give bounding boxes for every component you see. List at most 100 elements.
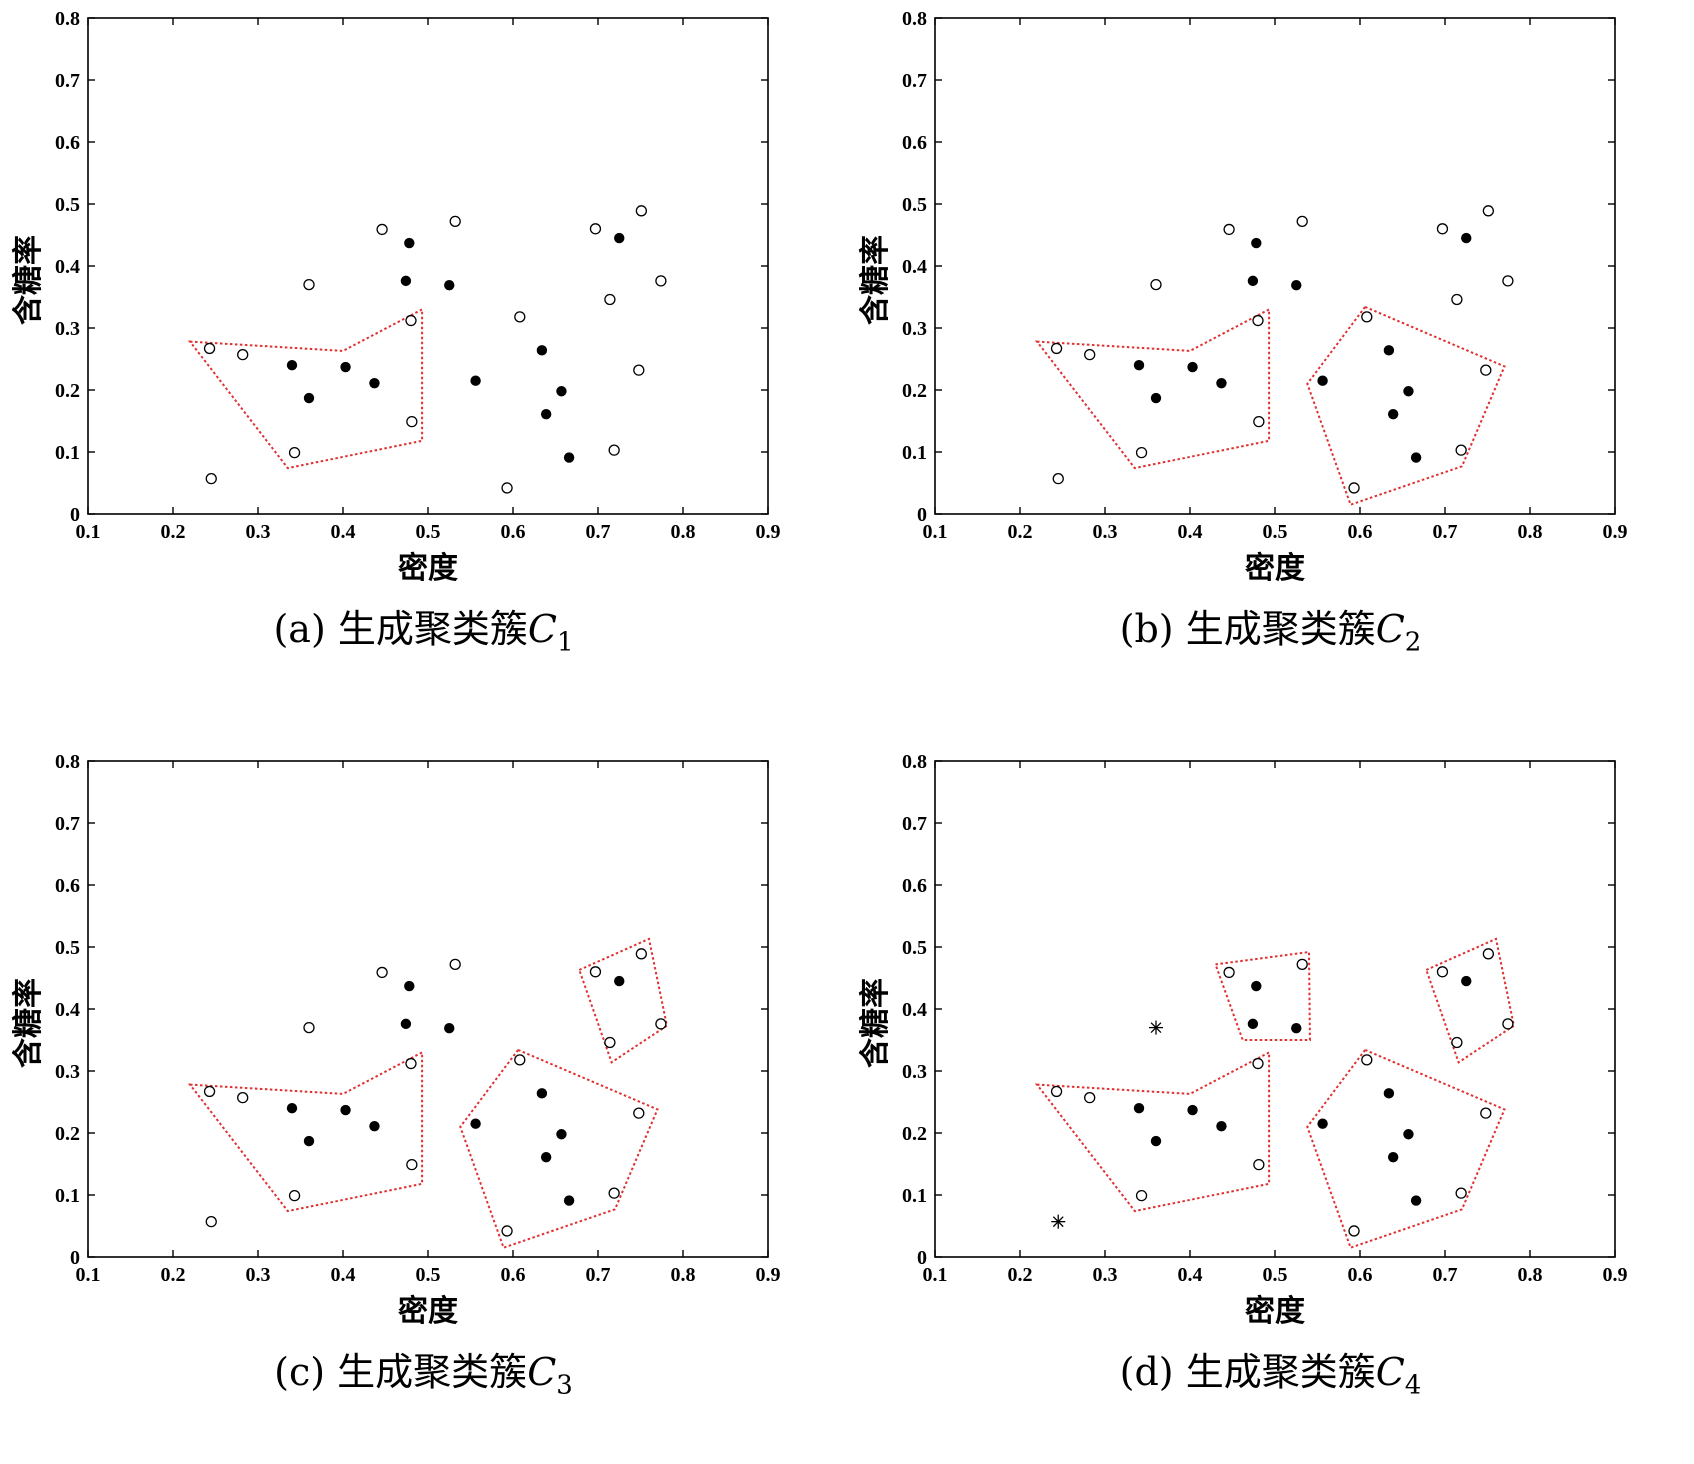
hollow-point — [303, 1021, 315, 1034]
filled-point — [1461, 975, 1472, 987]
hollow-point — [501, 1225, 513, 1237]
filled-point — [1403, 386, 1414, 397]
hollow-point — [405, 314, 417, 327]
hollow-point — [1050, 342, 1063, 355]
hollow-point — [203, 342, 216, 355]
hollow-point — [288, 1189, 301, 1202]
noise-star-point — [1051, 1214, 1066, 1229]
hollow-point — [288, 446, 301, 459]
y-tick-label: 0.6 — [902, 875, 927, 897]
chart-panel: 0.1 0.2 0.3 0.4 0.5 0.6 0.7 0.8 0.9 0 0.1 0.2 0.3 0.4… — [847, 743, 1694, 1464]
hollow-point — [604, 1036, 616, 1049]
noise-star-point — [1149, 1020, 1163, 1035]
x-tick-label: 0.9 — [1603, 1264, 1628, 1286]
y-tick-label: 0.2 — [902, 1123, 927, 1145]
filled-point — [1247, 1018, 1259, 1030]
filled-point — [1291, 280, 1302, 291]
cluster-hull — [187, 307, 424, 470]
x-tick-label: 0.1 — [923, 1264, 948, 1286]
y-tick-label: 0.6 — [55, 875, 80, 897]
filled-point — [470, 1118, 481, 1129]
x-tick-label: 0.2 — [161, 1264, 186, 1286]
hollow-point — [1436, 223, 1449, 235]
hollow-point — [1052, 473, 1064, 485]
hollow-point — [1084, 349, 1096, 361]
y-tick-label: 0.7 — [55, 70, 80, 92]
filled-point — [404, 980, 415, 992]
x-tick-label: 0.2 — [1008, 1264, 1033, 1286]
filled-point — [1410, 1195, 1422, 1206]
y-tick-label: 0.4 — [55, 999, 80, 1021]
x-tick-label: 0.1 — [76, 521, 101, 543]
hollow-point — [1436, 966, 1449, 978]
cluster-hull — [1034, 307, 1271, 470]
filled-point — [1291, 1023, 1302, 1034]
y-tick-label: 0.4 — [902, 999, 927, 1021]
y-tick-label: 0.5 — [902, 194, 927, 216]
filled-point — [1247, 275, 1259, 287]
filled-point — [1150, 392, 1162, 404]
filled-point — [1251, 980, 1262, 992]
filled-point — [1216, 1120, 1227, 1132]
filled-point — [1403, 1129, 1414, 1140]
x-tick-label: 0.3 — [1093, 521, 1118, 543]
hollow-point — [633, 1107, 645, 1119]
filled-point — [1317, 1118, 1328, 1129]
x-tick-label: 0.9 — [756, 521, 781, 543]
hollow-point — [1252, 1057, 1264, 1070]
y-tick-label: 0.3 — [55, 1061, 80, 1083]
x-tick-label: 0.5 — [416, 1264, 441, 1286]
filled-point — [303, 392, 315, 404]
hollow-point — [1223, 966, 1235, 979]
hollow-point — [1361, 311, 1373, 323]
caption-subscript: 2 — [1404, 627, 1422, 658]
y-tick-label: 0.1 — [902, 1185, 927, 1207]
x-tick-label: 0.7 — [586, 1264, 611, 1286]
hollow-point — [1480, 364, 1492, 376]
filled-point — [536, 345, 548, 356]
y-tick-label: 0.2 — [55, 1123, 80, 1145]
hollow-point — [376, 223, 388, 236]
chart-svg: 0.1 0.2 0.3 0.4 0.5 0.6 0.7 0.8 0.900.10.20.30.4… — [858, 751, 1628, 1329]
hollow-point — [608, 444, 620, 456]
caption-text: (d) 生成聚类簇 — [1119, 1350, 1376, 1394]
y-tick-label: 0.3 — [902, 318, 927, 340]
y-axis-label: 含糖率 — [11, 235, 46, 325]
chart-panel: 0.1 0.2 0.3 0.4 0.5 0.6 0.7 0.8 0.9 0 0.1 0.2 0.3 0.4… — [847, 0, 1694, 721]
cluster-hull — [1306, 1048, 1506, 1249]
plot-frame — [934, 760, 1616, 1258]
y-tick-label: 0.5 — [902, 937, 927, 959]
y-tick-label: 0.4 — [55, 256, 80, 278]
x-tick-label: 0.7 — [1433, 521, 1458, 543]
cluster-hull — [459, 1048, 659, 1249]
hollow-point — [203, 1085, 216, 1098]
y-tick-label: 0.8 — [902, 751, 927, 773]
x-tick-label: 0.2 — [161, 521, 186, 543]
plot-frame — [87, 17, 769, 515]
x-tick-label: 0.7 — [586, 521, 611, 543]
hollow-point — [1135, 446, 1148, 459]
y-tick-label: 0.7 — [902, 813, 927, 835]
panel-caption: (d) 生成聚类簇C4 — [847, 1341, 1694, 1401]
hollow-point — [1482, 948, 1494, 960]
filled-point — [540, 408, 552, 420]
chart-svg: 0.1 0.2 0.3 0.4 0.5 0.6 0.7 0.8 0.900.10.20.30.4… — [11, 751, 781, 1329]
filled-point — [303, 1135, 315, 1147]
y-tick-label: 0.5 — [55, 937, 80, 959]
y-axis-label: 含糖率 — [858, 978, 893, 1068]
y-axis-label: 含糖率 — [11, 978, 46, 1068]
x-tick-label: 0.5 — [1263, 1264, 1288, 1286]
filled-point — [400, 1018, 412, 1030]
x-tick-label: 0.8 — [671, 521, 696, 543]
filled-point — [556, 386, 567, 397]
hollow-point — [604, 293, 616, 306]
y-axis-label: 含糖率 — [858, 235, 893, 325]
hollow-point — [589, 966, 602, 978]
hollow-point — [1296, 958, 1308, 971]
hollow-point — [589, 223, 602, 235]
y-tick-label: 0.7 — [902, 70, 927, 92]
filled-point — [340, 1104, 351, 1116]
plot-frame — [87, 760, 769, 1258]
filled-point — [1410, 452, 1422, 463]
hollow-point — [1223, 223, 1235, 236]
